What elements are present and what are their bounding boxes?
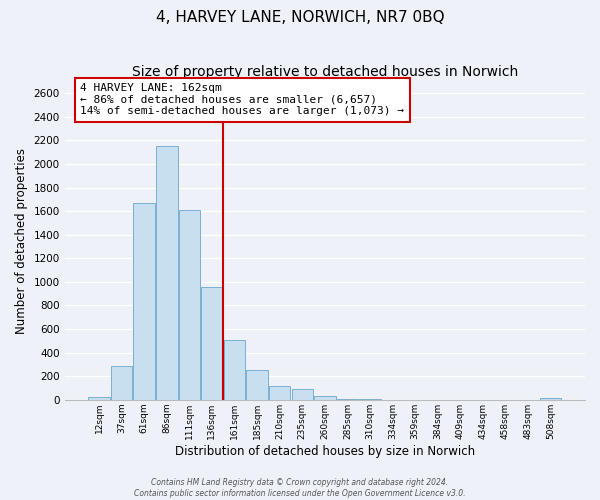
Y-axis label: Number of detached properties: Number of detached properties [15,148,28,334]
Bar [337,399,358,400]
Bar [540,398,562,400]
Bar [269,386,290,400]
Text: Contains HM Land Registry data © Crown copyright and database right 2024.
Contai: Contains HM Land Registry data © Crown c… [134,478,466,498]
Bar [292,388,313,400]
Bar [359,399,381,400]
Bar [201,286,223,400]
Bar [111,366,133,400]
Bar [133,203,155,400]
Title: Size of property relative to detached houses in Norwich: Size of property relative to detached ho… [132,65,518,79]
Bar [88,398,110,400]
Text: 4 HARVEY LANE: 162sqm
← 86% of detached houses are smaller (6,657)
14% of semi-d: 4 HARVEY LANE: 162sqm ← 86% of detached … [80,83,404,116]
Text: 4, HARVEY LANE, NORWICH, NR7 0BQ: 4, HARVEY LANE, NORWICH, NR7 0BQ [155,10,445,25]
Bar [224,340,245,400]
Bar [314,396,335,400]
Bar [247,370,268,400]
Bar [179,210,200,400]
Bar [156,146,178,400]
X-axis label: Distribution of detached houses by size in Norwich: Distribution of detached houses by size … [175,444,475,458]
